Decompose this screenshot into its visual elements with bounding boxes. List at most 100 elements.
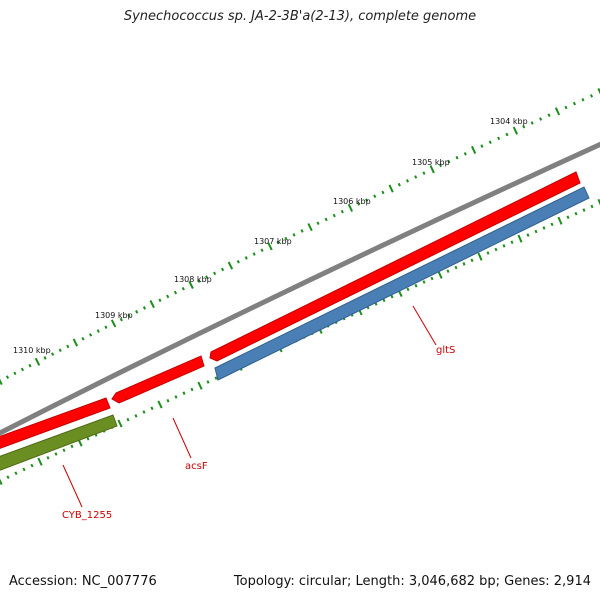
feature-cds-red-2[interactable] bbox=[111, 355, 205, 404]
inner-tick-mark bbox=[566, 215, 570, 220]
inner-tick-mark bbox=[117, 419, 123, 428]
outer-tick-mark bbox=[51, 352, 55, 356]
outer-tick-mark bbox=[300, 229, 304, 233]
inner-tick-mark bbox=[494, 247, 498, 252]
inner-tick-mark bbox=[126, 417, 130, 422]
inner-tick-mark bbox=[86, 436, 90, 441]
feature-cds-red-1[interactable] bbox=[209, 171, 581, 362]
outer-tick-mark bbox=[480, 144, 484, 148]
outer-tick-mark bbox=[324, 217, 328, 222]
outer-tick-mark bbox=[284, 236, 288, 241]
outer-tick-mark bbox=[5, 375, 10, 379]
outer-tick-mark bbox=[252, 252, 256, 256]
leader-line-acsF bbox=[172, 417, 192, 459]
outer-tick-mark bbox=[181, 286, 185, 291]
outer-tick-mark bbox=[260, 248, 264, 253]
feature-cds-red-3[interactable] bbox=[0, 397, 111, 452]
leader-line-gltS bbox=[412, 305, 437, 346]
outer-tick-mark bbox=[539, 117, 543, 121]
inner-tick-mark bbox=[182, 391, 186, 395]
outer-tick-mark bbox=[20, 367, 25, 372]
outer-tick-mark bbox=[497, 136, 501, 141]
inner-tick-mark bbox=[454, 265, 458, 270]
gene-label-CYB_1255[interactable]: CYB_1255 bbox=[62, 510, 112, 521]
leader-line-CYB_1255 bbox=[62, 464, 83, 508]
outer-tick-mark bbox=[58, 348, 62, 353]
outer-tick-mark bbox=[414, 175, 418, 179]
gene-label-acsF[interactable]: acsF bbox=[185, 461, 208, 472]
outer-tick-mark bbox=[110, 319, 117, 328]
map-title: Synechococcus sp. JA-2-3B'a(2-13), compl… bbox=[123, 9, 477, 24]
inner-tick-mark bbox=[414, 283, 418, 288]
inner-tick-mark bbox=[462, 262, 466, 266]
outer-tick-mark bbox=[158, 298, 162, 303]
outer-tick-mark bbox=[505, 132, 509, 137]
tick-label-1306: 1306 kbp bbox=[333, 197, 371, 206]
inner-tick-mark bbox=[206, 380, 210, 384]
outer-tick-mark bbox=[447, 159, 451, 164]
outer-tick-mark bbox=[373, 194, 377, 199]
outer-tick-mark bbox=[356, 202, 361, 206]
outer-tick-mark bbox=[388, 184, 394, 193]
tick-label-1308: 1308 kbp bbox=[174, 275, 212, 284]
outer-tick-mark bbox=[307, 223, 313, 232]
inner-tick-mark bbox=[470, 258, 474, 263]
outer-tick-mark bbox=[0, 378, 3, 386]
inner-tick-mark bbox=[190, 387, 194, 392]
inner-tick-mark bbox=[430, 276, 434, 281]
outer-tick-mark bbox=[13, 371, 17, 376]
gene-label-gltS[interactable]: gltS bbox=[436, 345, 455, 356]
inner-tick-mark bbox=[486, 251, 490, 255]
inner-tick-mark bbox=[6, 475, 10, 479]
outer-tick-mark bbox=[276, 240, 280, 245]
inner-tick-mark bbox=[134, 414, 138, 418]
inner-tick-mark bbox=[0, 478, 3, 486]
outer-tick-mark bbox=[220, 267, 225, 272]
outer-tick-mark bbox=[438, 163, 443, 168]
inner-tick-mark bbox=[70, 444, 74, 449]
inner-tick-mark bbox=[390, 294, 394, 299]
inner-tick-mark bbox=[526, 233, 530, 237]
inner-tick-mark bbox=[542, 226, 546, 230]
inner-tick-mark bbox=[30, 463, 34, 468]
outer-tick-mark bbox=[166, 294, 170, 299]
outer-tick-mark bbox=[381, 190, 385, 195]
outer-tick-mark bbox=[236, 259, 240, 264]
inner-tick-mark bbox=[37, 457, 43, 466]
inner-tick-mark bbox=[597, 198, 600, 206]
outer-tick-mark bbox=[81, 336, 85, 341]
outer-tick-mark bbox=[66, 344, 70, 349]
inner-tick-mark bbox=[446, 269, 450, 273]
outer-tick-mark bbox=[119, 317, 123, 322]
inner-tick-mark bbox=[166, 398, 170, 403]
outer-tick-mark bbox=[347, 203, 354, 212]
outer-tick-mark bbox=[227, 261, 234, 270]
inner-scale-ticks bbox=[0, 198, 600, 486]
tick-label-1307: 1307 kbp bbox=[254, 237, 292, 246]
inner-tick-mark bbox=[550, 222, 554, 227]
outer-tick-mark bbox=[554, 107, 561, 116]
genome-backbone bbox=[0, 141, 600, 436]
topology-text: Topology: circular; Length: 3,046,682 bp… bbox=[233, 574, 591, 589]
feature-gene-CYB_1255[interactable] bbox=[0, 414, 118, 474]
outer-tick-mark bbox=[43, 356, 47, 360]
outer-tick-mark bbox=[316, 221, 320, 226]
feature-gene-gltS[interactable] bbox=[214, 186, 590, 381]
outer-tick-mark bbox=[332, 213, 336, 218]
outer-tick-mark bbox=[365, 198, 369, 202]
inner-tick-mark bbox=[437, 270, 443, 279]
inner-tick-mark bbox=[214, 376, 218, 380]
tick-label-1310: 1310 kbp bbox=[13, 346, 51, 355]
outer-tick-mark bbox=[244, 256, 248, 260]
outer-tick-mark bbox=[397, 182, 401, 187]
outer-tick-mark bbox=[72, 338, 79, 347]
outer-tick-mark bbox=[188, 280, 194, 289]
outer-tick-mark bbox=[589, 94, 594, 98]
outer-tick-mark bbox=[581, 97, 585, 102]
outer-tick-mark bbox=[470, 145, 477, 155]
outer-tick-mark bbox=[522, 124, 526, 129]
outer-tick-mark bbox=[267, 242, 273, 251]
outer-tick-mark bbox=[28, 363, 32, 368]
inner-tick-mark bbox=[510, 240, 514, 245]
